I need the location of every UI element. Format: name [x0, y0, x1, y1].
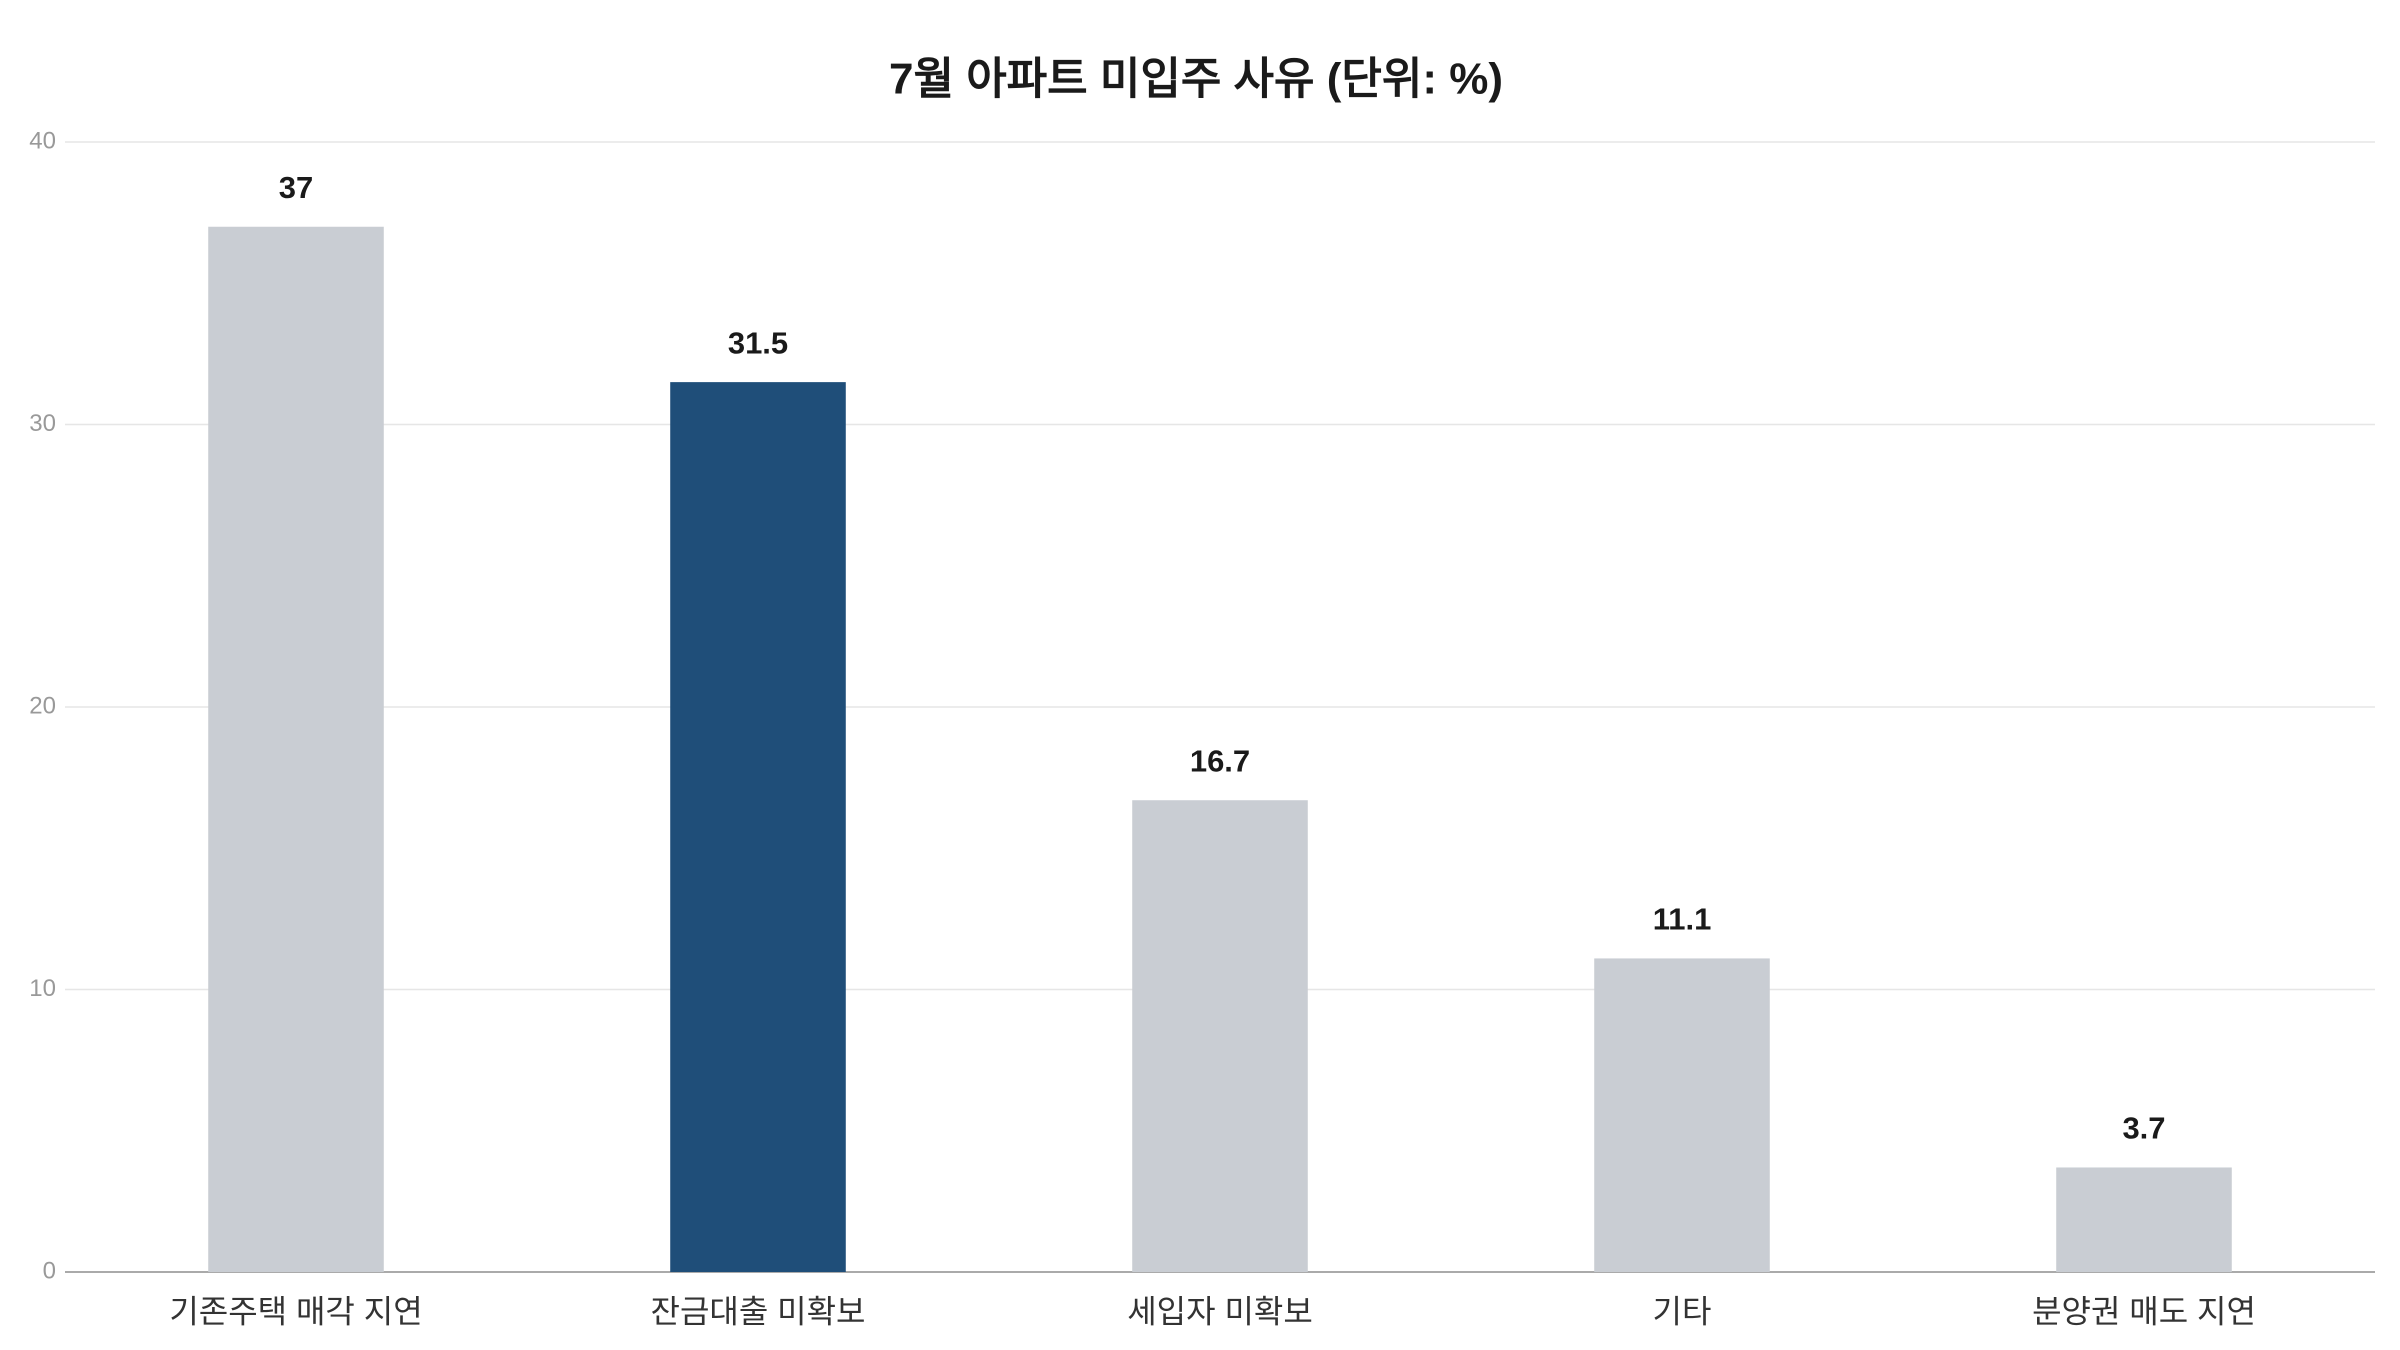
y-tick-label: 40 [29, 127, 56, 154]
value-label: 16.7 [1190, 743, 1250, 778]
chart-title: 7월 아파트 미입주 사유 (단위: %) [889, 55, 1503, 104]
bar [670, 382, 846, 1272]
value-label: 31.5 [728, 325, 788, 360]
x-tick-label: 기존주택 매각 지연 [169, 1293, 422, 1329]
x-tick-label: 세입자 미확보 [1127, 1293, 1313, 1329]
bar [1132, 800, 1308, 1272]
y-tick-label: 30 [29, 410, 56, 437]
value-label: 3.7 [2122, 1111, 2165, 1146]
bar [1594, 958, 1770, 1272]
y-tick-label: 20 [29, 692, 56, 719]
x-tick-label: 기타 [1653, 1293, 1712, 1329]
x-tick-label: 분양권 매도 지연 [2032, 1293, 2256, 1329]
bar [208, 226, 384, 1272]
bar [2056, 1167, 2232, 1272]
value-label: 37 [279, 170, 313, 205]
y-tick-label: 0 [43, 1257, 56, 1284]
y-tick-label: 10 [29, 975, 56, 1002]
value-label: 11.1 [1653, 902, 1712, 937]
x-tick-label: 잔금대출 미확보 [651, 1293, 866, 1329]
